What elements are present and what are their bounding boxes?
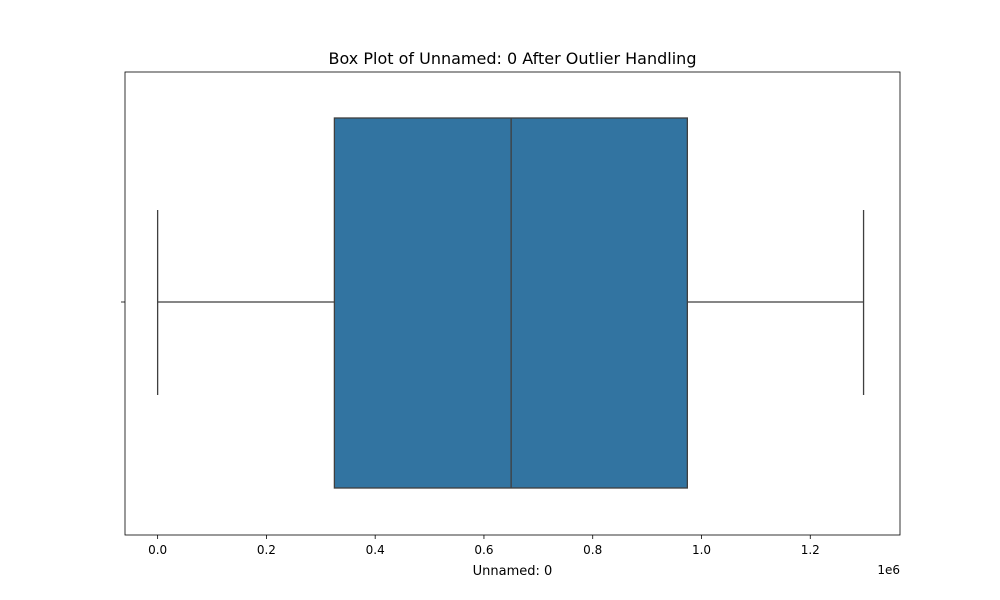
x-axis-label: Unnamed: 0 — [473, 564, 553, 579]
x-tick-label: 1.0 — [692, 543, 711, 557]
x-axis-offset-label: 1e6 — [877, 563, 900, 577]
box-group — [156, 117, 865, 489]
x-tick-label: 1.2 — [801, 543, 820, 557]
chart-title: Box Plot of Unnamed: 0 After Outlier Han… — [329, 49, 697, 68]
x-tick-label: 0.4 — [366, 543, 385, 557]
x-tick-label: 0.8 — [583, 543, 602, 557]
x-tick-label: 0.0 — [148, 543, 167, 557]
x-axis-ticks: 0.0 0.2 0.4 0.6 0.8 1.0 1.2 — [148, 535, 820, 557]
plot-area — [124, 71, 901, 536]
x-tick-label: 0.2 — [257, 543, 276, 557]
x-tick-label: 0.6 — [474, 543, 493, 557]
